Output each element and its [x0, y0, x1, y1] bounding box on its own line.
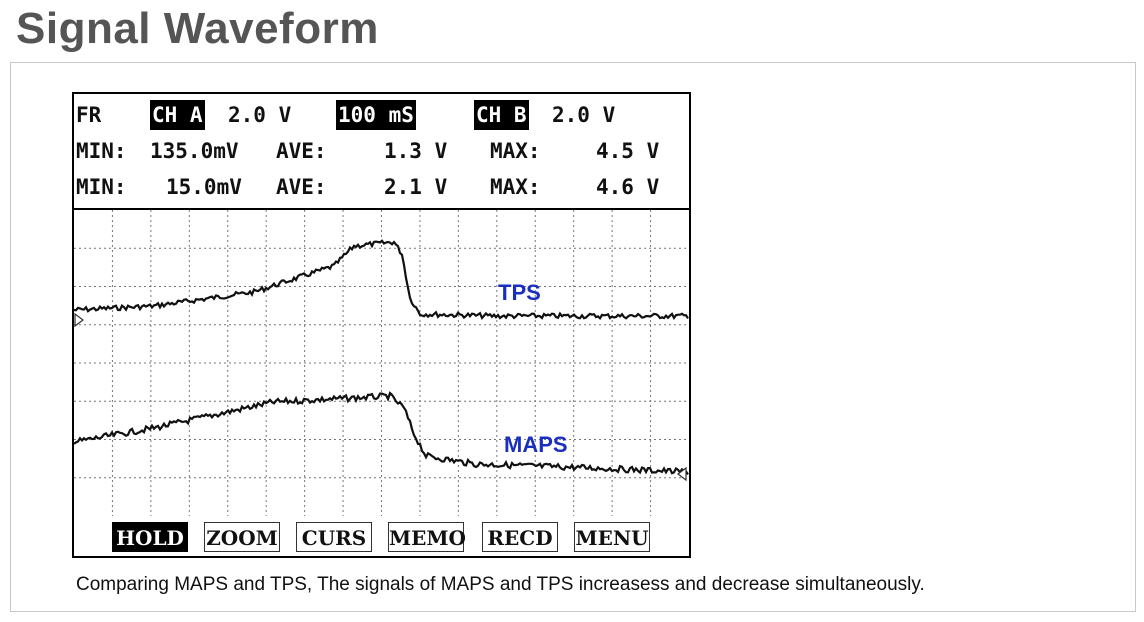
min-label: MIN:	[76, 175, 127, 199]
page-title: Signal Waveform	[16, 4, 379, 53]
channel-b-scale: 2.0 V	[552, 103, 616, 127]
header-row-settings: FR CH A 2.0 V 100 mS CH B 2.0 V	[74, 100, 689, 130]
channel-b-marker-icon	[677, 466, 687, 482]
header-row-channel-a: MIN: 135.0mV AVE: 1.3 V MAX: 4.5 V	[74, 136, 689, 166]
timebase-value[interactable]: 100 mS	[336, 100, 416, 130]
channel-b-label[interactable]: CH B	[474, 100, 529, 130]
figure-caption: Comparing MAPS and TPS, The signals of M…	[76, 574, 925, 595]
ave-label: AVE:	[276, 175, 327, 199]
mode-indicator: FR	[76, 103, 102, 127]
min-value: 135.0mV	[150, 139, 239, 163]
zoom-button[interactable]: ZOOM	[204, 522, 280, 552]
content-frame	[10, 62, 1136, 612]
ave-value: 1.3 V	[384, 139, 448, 163]
menu-button[interactable]: MENU	[574, 522, 650, 552]
max-label: MAX:	[490, 139, 541, 163]
ave-label: AVE:	[276, 139, 327, 163]
oscilloscope-screen: FR CH A 2.0 V 100 mS CH B 2.0 V MIN: 135…	[72, 92, 691, 558]
plot-grid	[74, 210, 689, 516]
channel-a-marker-icon	[74, 312, 84, 328]
softkey-bar: HOLD ZOOM CURS MEMO RECD MENU	[74, 518, 689, 556]
max-label: MAX:	[490, 175, 541, 199]
max-value: 4.5 V	[596, 139, 660, 163]
tps-label: TPS	[498, 280, 541, 305]
max-value: 4.6 V	[596, 175, 660, 199]
hold-button[interactable]: HOLD	[112, 522, 188, 552]
scope-header: FR CH A 2.0 V 100 mS CH B 2.0 V MIN: 135…	[74, 94, 689, 210]
maps-label: MAPS	[504, 432, 568, 457]
cursor-button[interactable]: CURS	[296, 522, 372, 552]
channel-a-scale: 2.0 V	[228, 103, 292, 127]
channel-a-label[interactable]: CH A	[150, 100, 205, 130]
maps-trace	[74, 391, 689, 476]
ave-value: 2.1 V	[384, 175, 448, 199]
record-button[interactable]: RECD	[482, 522, 558, 552]
memo-button[interactable]: MEMO	[388, 522, 466, 552]
tps-trace	[74, 239, 689, 321]
min-label: MIN:	[76, 139, 127, 163]
header-row-channel-b: MIN: 15.0mV AVE: 2.1 V MAX: 4.6 V	[74, 172, 689, 202]
min-value: 15.0mV	[166, 175, 242, 199]
waveform-plot: TPS MAPS	[74, 210, 689, 516]
